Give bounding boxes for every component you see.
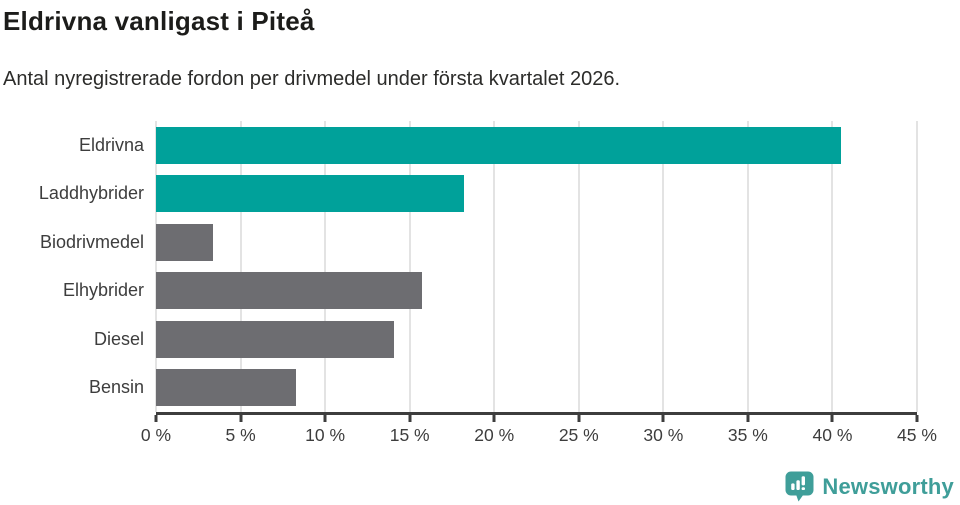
x-tick-label-40: 40 %	[812, 425, 853, 445]
x-tick-40	[830, 415, 834, 422]
newsworthy-icon	[785, 471, 814, 502]
gridline-25	[577, 121, 580, 412]
x-tick-label-45: 45 %	[897, 425, 937, 445]
gridline-20	[493, 121, 496, 412]
gridline-30	[662, 121, 665, 412]
chart-title: Eldrivna vanligast i Piteå	[3, 6, 315, 36]
category-label-elhybrider: Elhybrider	[62, 280, 144, 301]
category-label-biodrivmedel: Biodrivmedel	[39, 231, 144, 252]
bar-eldrivna	[156, 126, 841, 164]
x-tick-label-25: 25 %	[558, 425, 599, 445]
category-label-diesel: Diesel	[93, 328, 144, 349]
gridline-0	[155, 121, 157, 412]
x-tick-label-5: 5 %	[225, 425, 256, 445]
x-tick-label-15: 15 %	[389, 425, 430, 445]
x-tick-label-0: 0 %	[140, 425, 172, 445]
x-tick-30	[661, 415, 665, 422]
gridline-15	[408, 121, 411, 412]
x-tick-15	[408, 415, 412, 422]
x-tick-35	[746, 415, 750, 422]
gridline-40	[831, 121, 834, 412]
category-label-bensin: Bensin	[88, 377, 144, 398]
x-tick-label-35: 35 %	[727, 425, 768, 445]
bar-biodrivmedel	[156, 223, 214, 261]
bar-diesel	[156, 320, 395, 358]
category-label-eldrivna: Eldrivna	[78, 134, 144, 155]
x-tick-label-10: 10 %	[305, 425, 346, 445]
gridline-5	[239, 121, 242, 412]
x-tick-20	[492, 415, 496, 422]
newsworthy-logo: Newsworthy	[785, 471, 954, 502]
x-tick-10	[323, 415, 327, 422]
x-tick-5	[239, 415, 243, 422]
x-tick-45	[915, 415, 919, 422]
x-tick-0	[154, 415, 158, 422]
category-label-laddhybrider: Laddhybrider	[38, 183, 144, 204]
gridline-45	[916, 121, 918, 412]
x-tick-label-30: 30 %	[643, 425, 684, 445]
chart-subtitle: Antal nyregistrerade fordon per drivmede…	[3, 68, 621, 90]
x-tick-label-20: 20 %	[474, 425, 515, 445]
bar-elhybrider	[156, 272, 422, 310]
category-axis: Eldrivna Laddhybrider Biodrivmedel Elhybrid…	[0, 121, 144, 412]
gridline-35	[746, 121, 749, 412]
newsworthy-wordmark: Newsworthy	[822, 473, 954, 499]
bar-laddhybrider	[156, 175, 464, 213]
bar-bensin	[156, 369, 297, 407]
plot-area: 0 % 5 % 10 % 15 % 20 % 25 % 30 % 35 % 40 % 45 %	[141, 121, 937, 445]
gridline-10	[324, 121, 327, 412]
x-tick-25	[577, 415, 581, 422]
